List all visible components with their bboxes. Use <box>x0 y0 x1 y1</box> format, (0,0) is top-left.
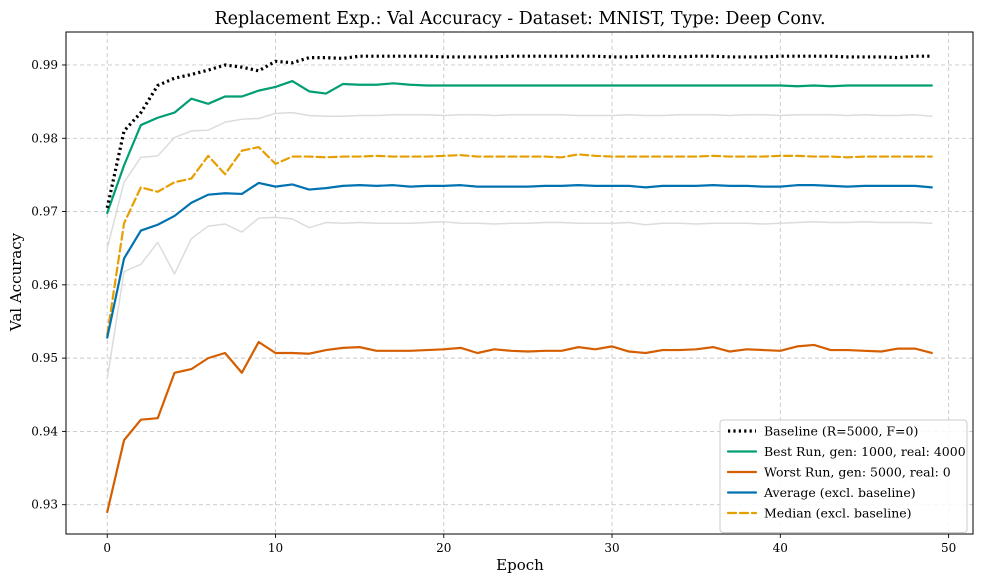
x-tick-label: 30 <box>604 541 619 555</box>
legend-box <box>719 419 968 533</box>
series-line-best-run-gen-1000-real-4000 <box>106 79 933 215</box>
legend-label: Best Run, gen: 1000, real: 4000 <box>764 444 966 459</box>
legend-label: Baseline (R=5000, F=0) <box>764 424 918 439</box>
series-line-average-excl-baseline <box>106 181 933 339</box>
y-tick-label: 0.95 <box>31 351 58 365</box>
y-axis-label: Val Accuracy <box>7 232 25 332</box>
series-layer <box>105 54 933 514</box>
background-run-line <box>106 216 933 380</box>
y-tick-label: 0.97 <box>31 205 58 219</box>
series-line-baseline-r-5000-f-0 <box>105 54 932 209</box>
y-tick-label: 0.99 <box>31 58 58 72</box>
legend-label: Worst Run, gen: 5000, real: 0 <box>764 465 951 480</box>
y-tick-label: 0.96 <box>31 278 58 292</box>
background-run-line <box>106 111 933 249</box>
y-tick-label: 0.93 <box>31 498 58 512</box>
x-tick-label: 50 <box>941 541 956 555</box>
x-tick-label: 10 <box>268 541 283 555</box>
legend-label: Average (excl. baseline) <box>763 485 916 500</box>
y-tick-label: 0.94 <box>31 424 58 438</box>
series-line-median-excl-baseline <box>106 145 933 336</box>
x-tick-label: 40 <box>773 541 788 555</box>
axis-ticks: 0 10 20 30 40 50 0.93 0.94 0.95 0.96 0.97 0.98 0.99 <box>31 58 956 555</box>
y-tick-label: 0.98 <box>31 131 58 145</box>
chart-title: Replacement Exp.: Val Accuracy - Dataset… <box>214 9 825 29</box>
x-axis-label: Epoch <box>496 556 544 574</box>
series-line-worst-run-gen-5000-real-0 <box>106 340 933 514</box>
plot-frame <box>65 31 974 535</box>
legend-label: Median (excl. baseline) <box>764 506 912 521</box>
x-tick-label: 0 <box>103 541 111 555</box>
x-tick-label: 20 <box>436 541 451 555</box>
legend: Baseline (R=5000, F=0) Best Run, gen: 100… <box>719 419 968 533</box>
